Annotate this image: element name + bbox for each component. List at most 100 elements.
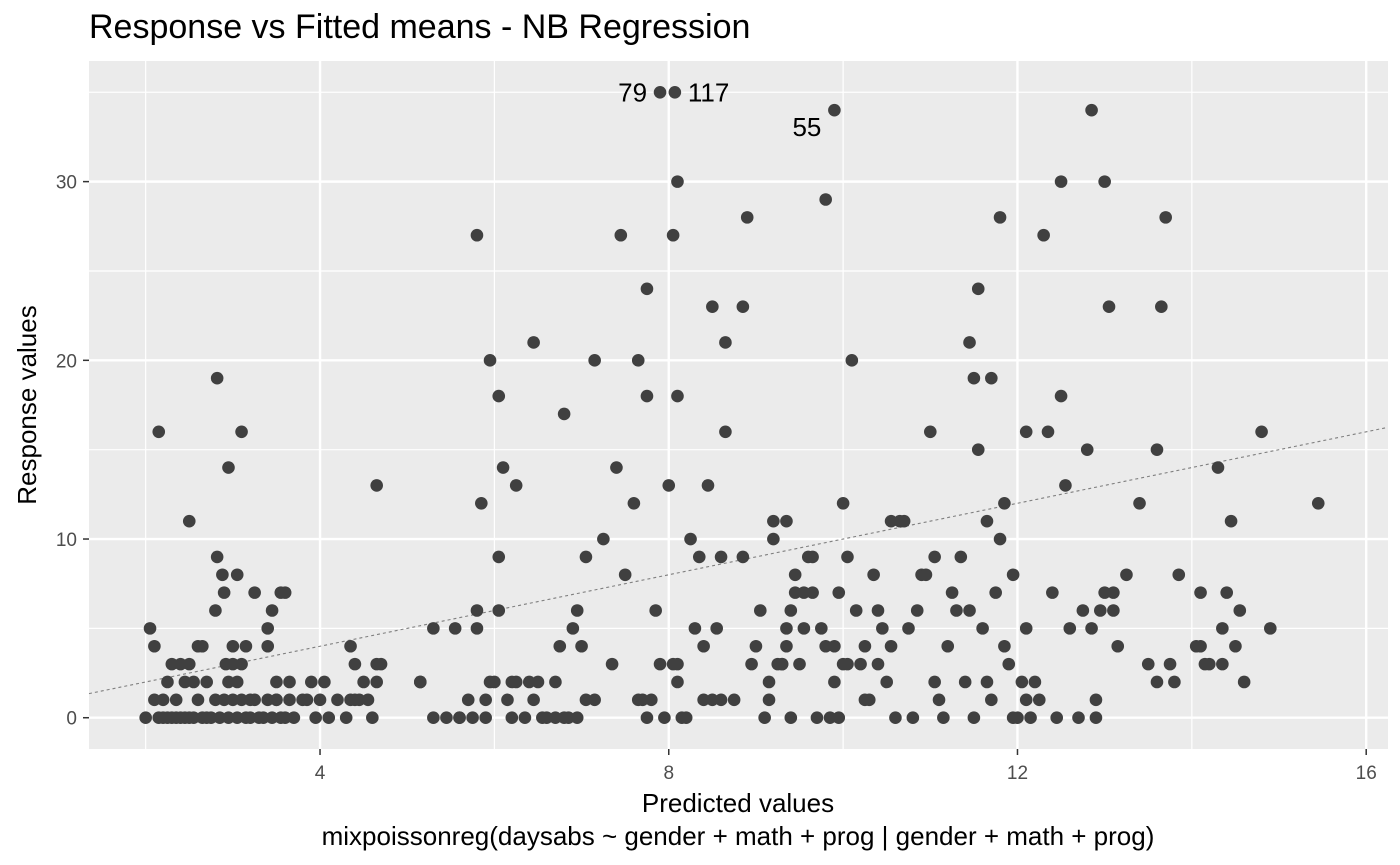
data-point bbox=[1037, 228, 1050, 242]
data-point bbox=[668, 85, 682, 99]
point-labels: 79 117 55 bbox=[618, 77, 821, 142]
data-point bbox=[148, 639, 161, 653]
data-point bbox=[884, 639, 898, 653]
data-point bbox=[265, 604, 279, 617]
data-point bbox=[976, 622, 989, 635]
data-point bbox=[196, 639, 209, 653]
x-axis-subtitle: mixpoissonreg(daysabs ~ gender + math + … bbox=[322, 821, 1155, 851]
data-point bbox=[980, 514, 994, 528]
data-point bbox=[165, 657, 179, 671]
data-point bbox=[1194, 586, 1207, 599]
data-point bbox=[174, 657, 187, 671]
data-point bbox=[1046, 586, 1059, 599]
point-label: 79 bbox=[618, 77, 647, 107]
data-point bbox=[352, 693, 366, 707]
data-point bbox=[309, 711, 322, 725]
data-point bbox=[710, 622, 724, 635]
data-point bbox=[666, 228, 680, 242]
data-point bbox=[762, 693, 776, 707]
data-point bbox=[971, 443, 985, 456]
data-point bbox=[209, 693, 222, 707]
data-point bbox=[1172, 568, 1186, 582]
data-point bbox=[762, 675, 776, 689]
data-point bbox=[1098, 175, 1111, 188]
data-point bbox=[182, 657, 196, 671]
data-point bbox=[322, 711, 336, 725]
data-point bbox=[849, 604, 863, 617]
data-point bbox=[876, 622, 889, 635]
data-point bbox=[906, 711, 920, 725]
data-point bbox=[1150, 443, 1164, 456]
data-point bbox=[579, 550, 593, 564]
data-point bbox=[1311, 496, 1325, 510]
data-point bbox=[767, 532, 780, 546]
data-point bbox=[780, 514, 793, 528]
data-point bbox=[671, 675, 684, 689]
data-point bbox=[740, 211, 754, 224]
data-point bbox=[178, 675, 192, 689]
data-point bbox=[640, 389, 654, 403]
data-point bbox=[257, 711, 270, 725]
data-point bbox=[143, 622, 157, 635]
data-point bbox=[989, 586, 1002, 599]
data-point bbox=[836, 496, 850, 510]
data-point bbox=[509, 479, 523, 492]
data-point bbox=[1159, 211, 1172, 224]
data-point bbox=[1194, 639, 1207, 653]
data-point bbox=[300, 693, 314, 707]
grid-lines bbox=[89, 61, 1388, 749]
data-point bbox=[719, 336, 732, 349]
data-point bbox=[261, 693, 275, 707]
data-point bbox=[889, 711, 902, 725]
data-point bbox=[963, 604, 976, 617]
data-point bbox=[1085, 622, 1098, 635]
data-point bbox=[1076, 604, 1090, 617]
data-point bbox=[448, 622, 462, 635]
data-point bbox=[653, 657, 667, 671]
data-point bbox=[897, 514, 911, 528]
data-point bbox=[1054, 389, 1068, 403]
data-point bbox=[828, 639, 841, 653]
data-point bbox=[1050, 711, 1064, 725]
data-point bbox=[226, 639, 240, 653]
data-point bbox=[1102, 300, 1116, 314]
data-point bbox=[270, 675, 283, 689]
data-point bbox=[749, 639, 763, 653]
data-point bbox=[261, 622, 275, 635]
data-point bbox=[745, 657, 758, 671]
data-point bbox=[222, 675, 235, 689]
data-point bbox=[1163, 657, 1177, 671]
data-point bbox=[971, 282, 985, 296]
data-point bbox=[553, 639, 567, 653]
data-point bbox=[788, 568, 802, 582]
data-point bbox=[806, 550, 819, 564]
data-point bbox=[753, 604, 767, 617]
data-point bbox=[531, 675, 545, 689]
data-point bbox=[210, 371, 224, 385]
data-point bbox=[427, 622, 440, 635]
data-point bbox=[845, 354, 859, 367]
data-points bbox=[139, 85, 1325, 725]
data-point bbox=[658, 711, 671, 725]
data-point bbox=[1216, 657, 1229, 671]
data-point bbox=[270, 693, 283, 707]
data-point bbox=[492, 604, 506, 617]
data-point bbox=[566, 622, 580, 635]
data-point bbox=[169, 693, 183, 707]
data-point bbox=[1019, 425, 1033, 439]
reference-line bbox=[88, 426, 1389, 695]
data-point bbox=[1264, 622, 1277, 635]
data-point bbox=[210, 550, 224, 564]
data-point bbox=[1111, 639, 1125, 653]
data-point bbox=[1141, 657, 1155, 671]
data-point bbox=[697, 693, 710, 707]
data-point bbox=[998, 639, 1011, 653]
data-point bbox=[610, 461, 623, 474]
y-tick-label: 30 bbox=[56, 173, 77, 194]
data-point bbox=[954, 550, 968, 564]
data-point bbox=[505, 711, 519, 725]
data-point bbox=[216, 568, 229, 582]
y-axis-title: Response values bbox=[12, 305, 42, 504]
data-point bbox=[152, 425, 166, 439]
x-tick-label: 16 bbox=[1356, 763, 1377, 784]
